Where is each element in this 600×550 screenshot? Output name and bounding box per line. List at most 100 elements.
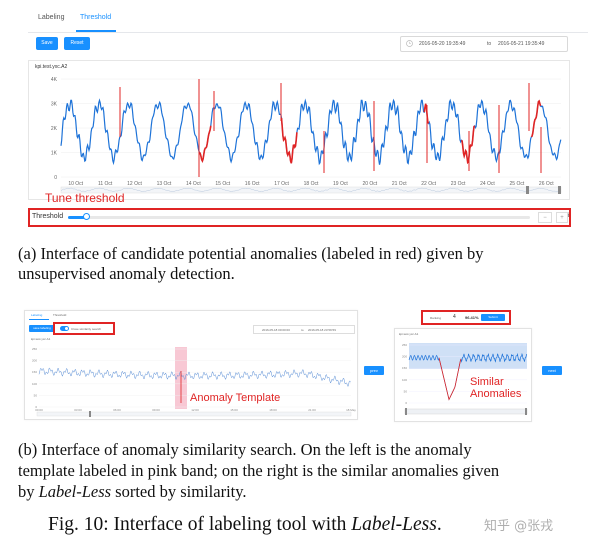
fig-suffix: .: [436, 514, 442, 535]
x-tick-small: 15:00: [230, 408, 238, 412]
kpi-line-chart[interactable]: 4K 3K 2K 1K 0 10 Oct 11 Oct 12 Oct 13 Oct 14 Oct…: [29, 61, 569, 199]
right-navigator-handle-right[interactable]: [525, 408, 527, 415]
anomaly-segment[interactable]: [460, 125, 476, 165]
kpi-series-line: [60, 98, 562, 166]
similar-anomaly-card: kpi.test.yxc.A1 250 200 150 100 50 0: [394, 328, 532, 422]
y-tick-labels: 4K 3K 2K 1K 0: [51, 77, 58, 181]
x-tick: 16 Oct: [245, 181, 260, 187]
navigator-handle-left[interactable]: [526, 186, 529, 194]
anomaly-template-annotation: Anomaly Template: [190, 392, 281, 404]
similar-anomaly-chart[interactable]: 250 200 150 100 50 0: [395, 337, 531, 421]
small-date-from[interactable]: 2016-05-18 00:00:00: [262, 328, 290, 332]
x-tick-labels-small: 00:00 03:00 06:00 09:00 12:00 15:00 18:00 21:00…: [35, 408, 356, 412]
anomaly-segments: [119, 79, 542, 177]
y-tick-labels-small: 250 200 150 100 50 0: [32, 347, 37, 409]
x-tick-small: 18:00: [269, 408, 277, 412]
annotation-line2: Anomalies: [470, 388, 522, 400]
navigator-series: [60, 187, 561, 193]
x-tick-small: 06:00: [113, 408, 121, 412]
y-tick-right: 0: [405, 401, 407, 405]
x-tick: 25 Oct: [510, 181, 525, 187]
similar-anomalies-annotation: Similar Anomalies: [470, 376, 521, 400]
tab-labeling[interactable]: Labeling: [38, 14, 65, 21]
watermark: 知乎 @张戎: [484, 519, 554, 534]
rank-value[interactable]: 4: [453, 314, 456, 320]
threshold-increment-button[interactable]: +: [556, 212, 568, 223]
y-tick: 0: [54, 175, 57, 181]
y-tick-small: 50: [34, 393, 38, 397]
next-button[interactable]: next: [542, 366, 562, 375]
date-separator: to: [487, 41, 492, 47]
kpi-title: kpi.test.yxc.A2: [35, 64, 68, 70]
navigator-handle-right[interactable]: [558, 186, 561, 194]
anomaly-segment[interactable]: [530, 99, 542, 138]
y-tick: 2K: [51, 126, 58, 132]
x-tick-labels: 10 Oct 11 Oct 12 Oct 13 Oct 14 Oct 15 Oct 16 O…: [68, 181, 554, 187]
anomaly-segment[interactable]: [423, 103, 430, 124]
x-tick: 23 Oct: [451, 181, 466, 187]
x-tick-small: 18 May: [346, 408, 356, 412]
x-tick-small: 00:00: [35, 408, 43, 412]
similar-series-line: [408, 352, 528, 401]
caption-a-line1: (a) Interface of candidate potential ano…: [18, 244, 484, 263]
anomaly-segment[interactable]: [280, 117, 298, 164]
x-tick: 22 Oct: [421, 181, 436, 187]
caption-b-italic: Label-Less: [38, 482, 112, 501]
save-button[interactable]: Save: [36, 37, 58, 50]
save-labeling-button[interactable]: save labeling: [29, 325, 55, 332]
date-to[interactable]: 2016-05-21 19:35:49: [498, 41, 545, 47]
x-tick: 19 Oct: [333, 181, 348, 187]
prev-button[interactable]: prev: [364, 366, 384, 375]
date-from[interactable]: 2016-05-20 19:35:49: [419, 41, 466, 47]
similarity-toggle-label: Close similarity search: [71, 327, 102, 331]
x-tick: 18 Oct: [304, 181, 319, 187]
template-chart[interactable]: 250 200 150 100 50 0 00:00 03:00 06:00 09:00 12:0…: [25, 341, 357, 419]
tab-threshold-small[interactable]: Threshold: [53, 313, 67, 317]
similarity-score: 96.41%: [465, 315, 479, 320]
x-tick: 20 Oct: [362, 181, 377, 187]
x-tick: 14 Oct: [186, 181, 201, 187]
x-tick-small: 21:00: [308, 408, 316, 412]
reset-button[interactable]: Reset: [64, 37, 90, 50]
threshold-slider-track[interactable]: [68, 216, 530, 219]
threshold-decrement-button[interactable]: −: [538, 212, 552, 223]
threshold-slider-fill: [68, 216, 87, 219]
small-date-range-picker[interactable]: 2016-05-18 00:00:00 to 2016-05-18 23:59:…: [253, 325, 355, 334]
x-tick: 21 Oct: [392, 181, 407, 187]
y-tick-right: 100: [402, 378, 407, 382]
y-tick-small: 250: [32, 347, 37, 351]
active-tab-indicator: [76, 30, 116, 32]
template-series-line: [38, 367, 351, 388]
toggle-highlight-box: [53, 322, 115, 335]
y-tick: 3K: [51, 102, 58, 108]
caption-b-line1: (b) Interface of anomaly similarity sear…: [18, 440, 472, 459]
small-time-navigator[interactable]: [36, 411, 352, 417]
y-tick-right: 150: [402, 366, 407, 370]
anomaly-segment[interactable]: [198, 125, 212, 164]
clock-icon: [406, 40, 413, 47]
tab-labeling-small[interactable]: Labeling: [31, 313, 43, 317]
y-tick: 1K: [51, 151, 58, 157]
x-tick-small: 03:00: [74, 408, 82, 412]
small-navigator-handle[interactable]: [89, 411, 91, 417]
similarity-toggle[interactable]: [60, 326, 69, 331]
caption-a-line2: unsupervised anomaly detection.: [18, 264, 235, 283]
caption-b-prefix: by: [18, 482, 39, 501]
y-tick-labels-right: 250 200 150 100 50 0: [402, 343, 407, 405]
fig-prefix: Fig. 10: Interface of labeling tool with: [48, 514, 352, 535]
caption-b-suffix: sorted by similarity.: [111, 482, 247, 501]
tab-threshold[interactable]: Threshold: [80, 14, 112, 21]
right-navigator[interactable]: [404, 408, 528, 415]
right-navigator-handle-left[interactable]: [405, 408, 407, 415]
kpi-chart-panel: kpi.test.yxc.A2 4K 3K 2K 1K 0 10 Oct 11 Oct 12…: [28, 60, 570, 200]
x-tick: 11 Oct: [98, 181, 113, 187]
x-tick: 12 Oct: [127, 181, 142, 187]
small-date-to[interactable]: 2016-05-18 23:59:59: [308, 328, 336, 332]
figure-caption: Fig. 10: Interface of labeling tool with…: [48, 514, 442, 536]
y-tick-right: 200: [402, 355, 407, 359]
caption-b-line3: by Label-Less sorted by similarity.: [18, 482, 247, 502]
submit-button[interactable]: Submit: [481, 314, 505, 321]
date-range-picker[interactable]: 2016-05-20 19:35:49 to 2016-05-21 19:35:…: [400, 36, 568, 52]
fig-italic: Label-Less: [351, 514, 437, 535]
threshold-slider-handle[interactable]: [83, 213, 91, 220]
